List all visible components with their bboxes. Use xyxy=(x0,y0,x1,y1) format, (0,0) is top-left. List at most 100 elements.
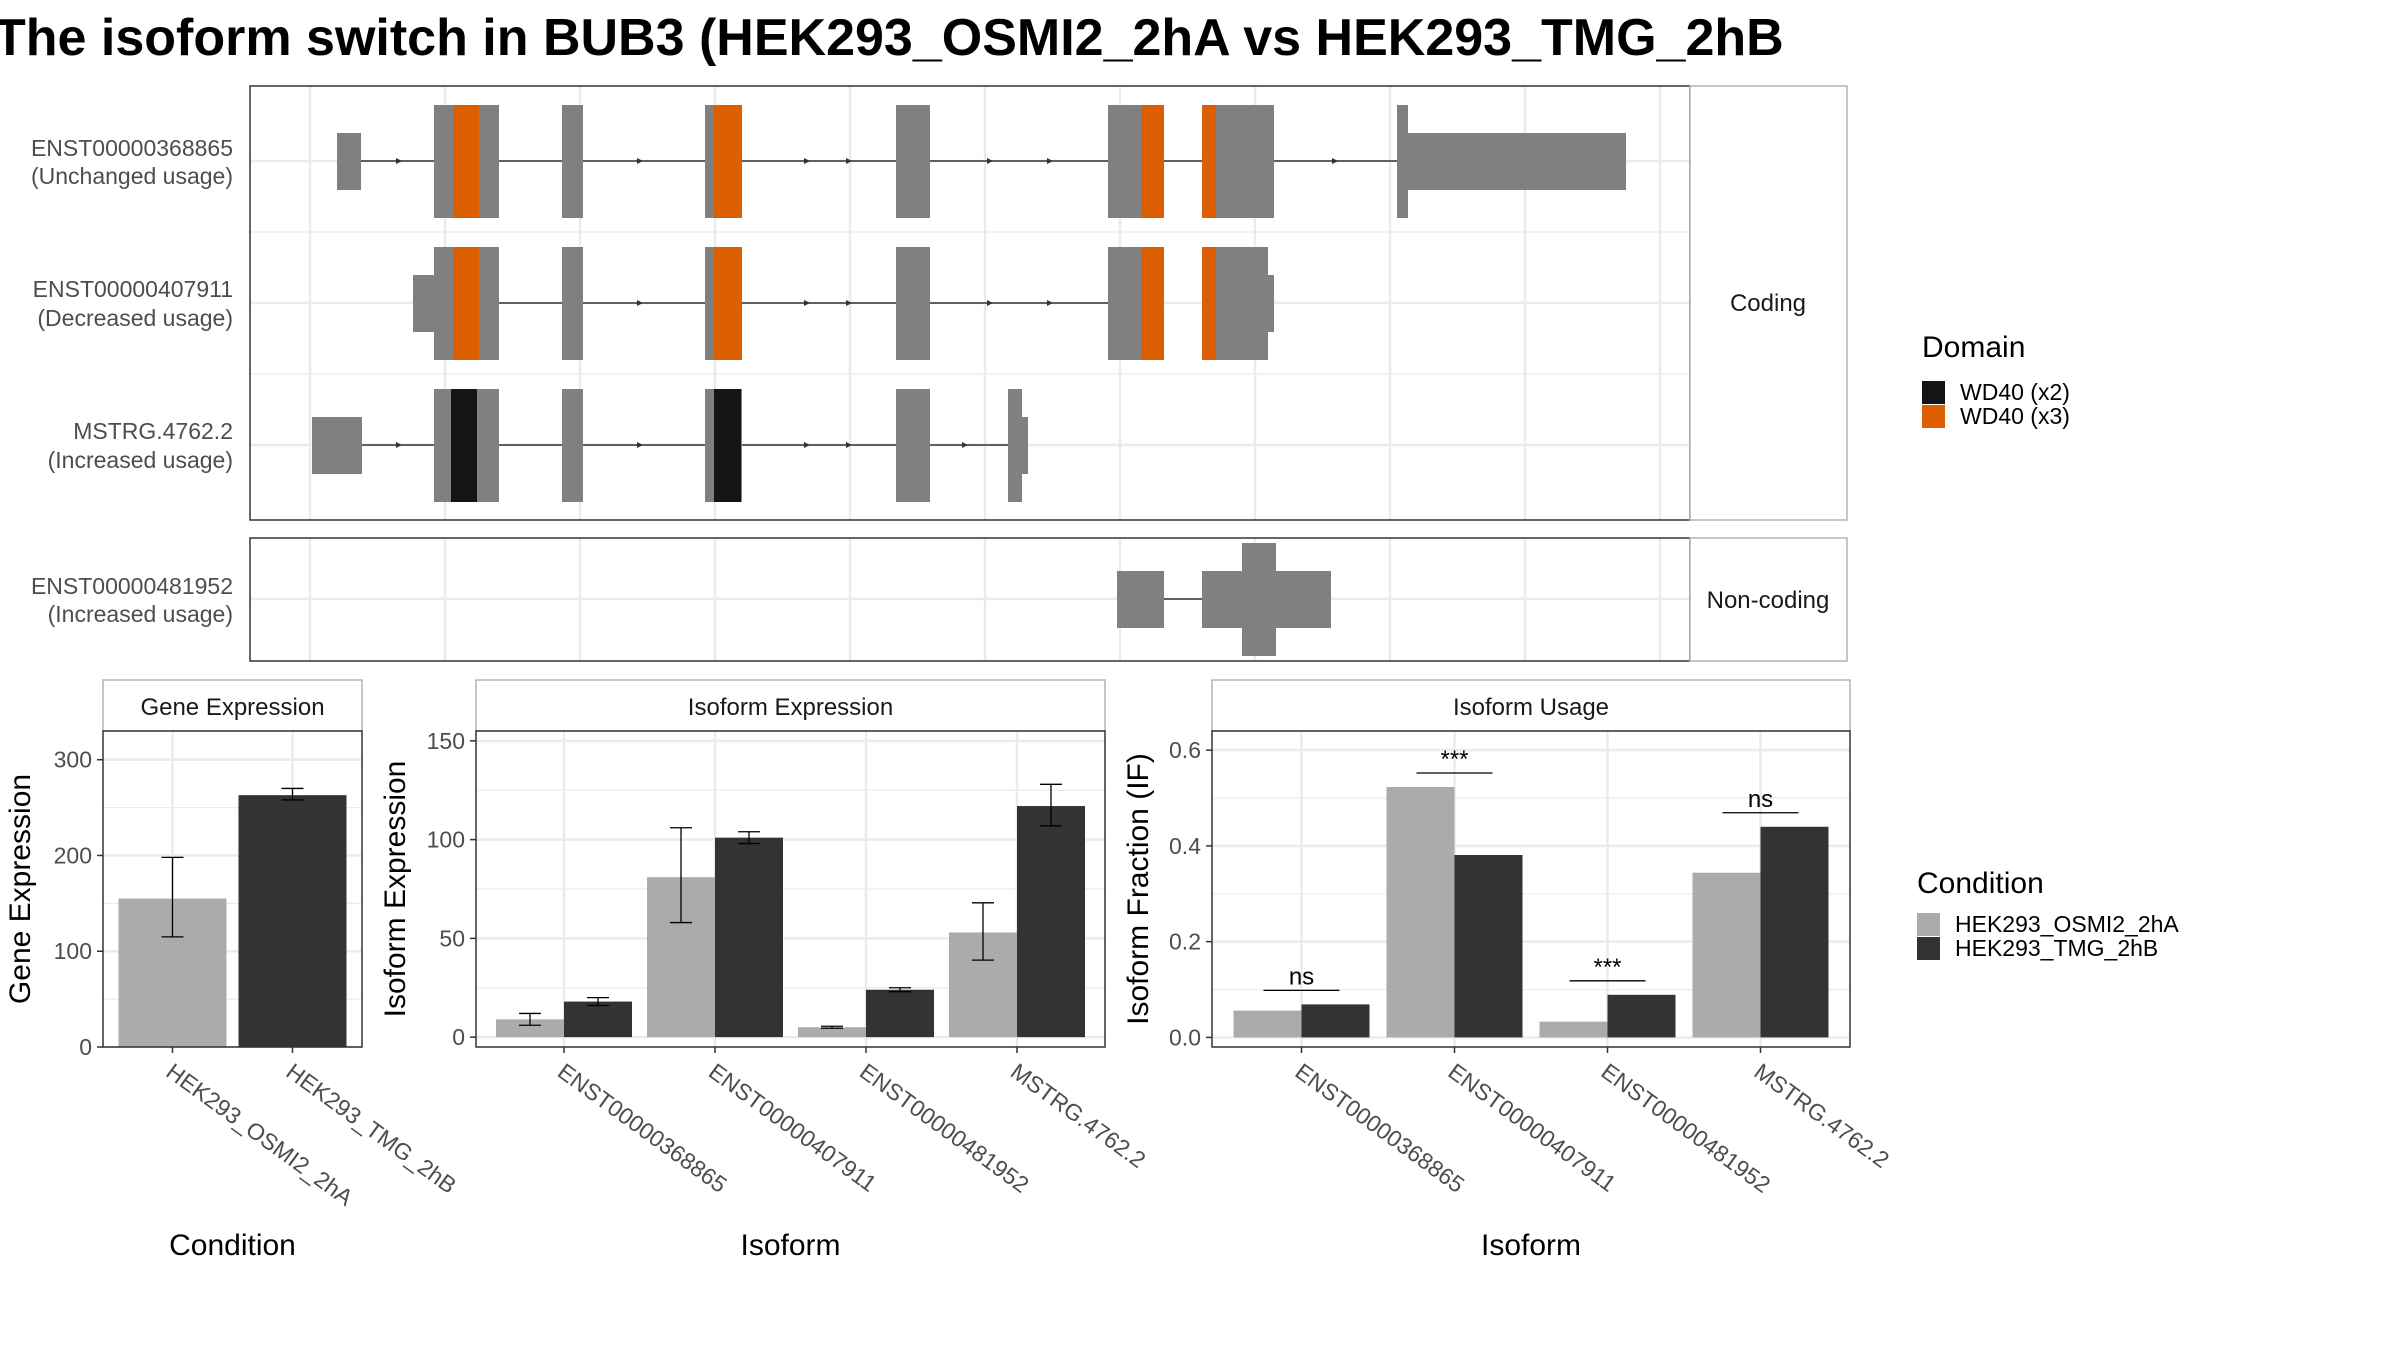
legend-label-wd40-x3: WD40 (x3) xyxy=(1960,403,2070,429)
x-tick-label: MSTRG.4762.2 xyxy=(1750,1058,1895,1173)
intron-arrows xyxy=(396,158,1338,164)
transcript-id-label: MSTRG.4762.2 xyxy=(73,418,233,444)
bar xyxy=(1017,806,1085,1038)
isoform-expression-chart: Isoform Expression050100150ENST000003688… xyxy=(379,679,1151,1262)
transcript-enst00000481952 xyxy=(1117,543,1331,656)
condition-legend: Condition HEK293_OSMI2_2hA HEK293_TMG_2h… xyxy=(1917,867,2179,961)
legend-key-wd40-x2 xyxy=(1922,381,1945,404)
exon xyxy=(896,389,930,502)
exon xyxy=(562,105,583,218)
exon xyxy=(896,105,930,218)
x-axis-title: Isoform xyxy=(1481,1229,1581,1262)
legend-key-tmg xyxy=(1917,937,1940,960)
bar xyxy=(1233,1010,1302,1038)
significance-label: ns xyxy=(1289,963,1314,990)
exon xyxy=(1408,133,1626,190)
noncoding-strip: Non-coding xyxy=(1689,537,1848,662)
domain-wd40-x3 xyxy=(453,105,479,218)
coding-structure-panel xyxy=(249,85,1691,521)
bar xyxy=(798,1027,866,1038)
x-tick-label: MSTRG.4762.2 xyxy=(1006,1058,1151,1173)
legend-label-tmg: HEK293_TMG_2hB xyxy=(1955,935,2158,961)
domain-wd40-x2 xyxy=(451,389,477,502)
exon xyxy=(413,275,434,332)
y-tick-label: 0.4 xyxy=(1169,833,1201,859)
domain-wd40-x2 xyxy=(714,389,741,502)
y-tick-label: 300 xyxy=(54,747,92,773)
bar xyxy=(1692,872,1761,1038)
domain-wd40-x3 xyxy=(453,247,479,360)
y-tick-label: 150 xyxy=(427,728,465,754)
y-tick-label: 0.2 xyxy=(1169,929,1201,955)
domain-wd40-x3 xyxy=(714,105,742,218)
panel-title: Isoform Expression xyxy=(688,694,893,721)
exon xyxy=(1008,389,1022,502)
domain-wd40-x3 xyxy=(1202,105,1216,218)
y-tick-label: 0.6 xyxy=(1169,737,1201,763)
transcript-id-label: ENST00000368865 xyxy=(31,135,233,161)
bar xyxy=(1386,787,1455,1038)
noncoding-structure-panel xyxy=(249,537,1691,662)
transcript-usage-label: (Increased usage) xyxy=(48,447,233,473)
bar xyxy=(715,837,783,1038)
transcript-mstrg-4762-2 xyxy=(312,389,1028,502)
x-tick-label: ENST00000481952 xyxy=(1597,1058,1776,1198)
y-axis-title: Isoform Expression xyxy=(379,761,412,1018)
exon xyxy=(562,247,583,360)
bar xyxy=(1607,994,1676,1038)
intron-arrows xyxy=(637,300,1053,306)
bar xyxy=(1760,826,1829,1038)
domain-wd40-x3 xyxy=(1202,247,1216,360)
x-axis-title: Condition xyxy=(169,1229,296,1262)
exon xyxy=(1242,543,1276,656)
bar xyxy=(496,1019,564,1038)
exon xyxy=(312,417,362,474)
domain-legend: Domain WD40 (x2) WD40 (x3) xyxy=(1922,331,2070,429)
y-tick-label: 50 xyxy=(439,925,465,951)
figure-title: The isoform switch in BUB3 (HEK293_OSMI2… xyxy=(0,9,1784,67)
y-tick-label: 0 xyxy=(79,1034,92,1060)
panel-title: Isoform Usage xyxy=(1453,694,1609,721)
significance-label: *** xyxy=(1440,746,1468,773)
exon xyxy=(1397,105,1408,218)
transcript-id-label: ENST00000407911 xyxy=(33,276,233,302)
panel-strip xyxy=(1211,679,1851,732)
condition-legend-title: Condition xyxy=(1917,867,2044,900)
significance-label: ns xyxy=(1748,786,1773,813)
domain-wd40-x3 xyxy=(1141,247,1164,360)
bar xyxy=(1301,1004,1370,1038)
exon xyxy=(1268,275,1274,332)
y-tick-label: 200 xyxy=(54,842,92,868)
transcript-enst00000407911 xyxy=(413,247,1274,360)
x-axis-title: Isoform xyxy=(740,1229,840,1262)
y-tick-label: 0 xyxy=(452,1024,465,1050)
panel-border xyxy=(475,730,1106,1048)
bar xyxy=(564,1001,632,1038)
significance-label: *** xyxy=(1593,954,1621,981)
exon xyxy=(562,389,583,502)
legend-key-osmi2 xyxy=(1917,913,1940,936)
coding-strip: Coding xyxy=(1689,85,1848,521)
bar xyxy=(1539,1021,1608,1038)
bar xyxy=(1454,855,1523,1038)
x-tick-label: ENST00000407911 xyxy=(1444,1058,1621,1197)
transcript-usage-label: (Decreased usage) xyxy=(37,305,233,331)
transcript-usage-label: (Unchanged usage) xyxy=(31,163,233,189)
exon xyxy=(337,133,361,190)
bar xyxy=(238,795,347,1047)
transcript-usage-label: (Increased usage) xyxy=(48,601,233,627)
y-tick-label: 100 xyxy=(427,827,465,853)
intron-arrows xyxy=(396,442,968,448)
domain-legend-title: Domain xyxy=(1922,331,2025,364)
panel-border xyxy=(1211,730,1851,1048)
y-tick-label: 100 xyxy=(54,938,92,964)
bar xyxy=(866,989,934,1038)
noncoding-strip-label: Non-coding xyxy=(1707,587,1830,614)
transcript-enst00000368865 xyxy=(337,105,1626,218)
panel-strip xyxy=(475,679,1106,732)
domain-wd40-x3 xyxy=(1141,105,1164,218)
domain-wd40-x3 xyxy=(714,247,742,360)
panel-border xyxy=(102,730,363,1048)
legend-label-osmi2: HEK293_OSMI2_2hA xyxy=(1955,911,2179,937)
